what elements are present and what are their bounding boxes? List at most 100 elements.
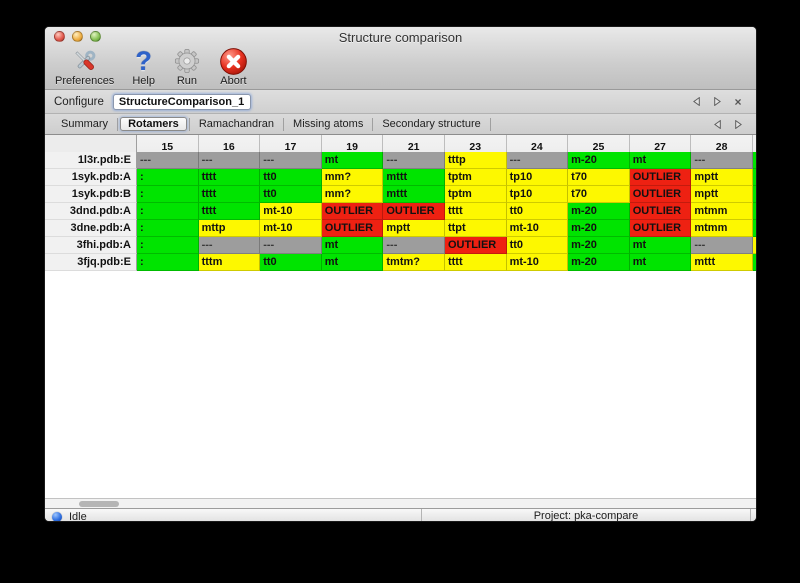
rotamer-cell[interactable]: OUTLIER [321, 203, 384, 220]
rotamer-cell[interactable]: --- [198, 152, 261, 169]
rotamer-cell[interactable]: mttt [691, 254, 753, 271]
zoom-button[interactable] [90, 31, 101, 42]
residue-number: 17 [284, 140, 297, 153]
rotamer-cell[interactable]: : [137, 169, 199, 186]
minimize-button[interactable] [72, 31, 83, 42]
rotamer-cell[interactable]: mt-10 [260, 203, 322, 220]
rotamer-cell[interactable]: mt [629, 152, 692, 169]
rotamer-cell[interactable]: mptt [383, 220, 445, 237]
rotamer-cell[interactable]: mt-10 [260, 220, 322, 237]
rotamer-cell[interactable]: m-20 [568, 152, 630, 169]
rotamer-cell-overflow[interactable]: t [752, 237, 756, 254]
close-button[interactable] [54, 31, 65, 42]
rotamer-cell[interactable]: tttt [444, 254, 507, 271]
rotamer-cell[interactable]: tt0 [260, 254, 322, 271]
rotamer-cell[interactable]: tttm [198, 254, 261, 271]
rotamer-cell[interactable]: mttt [383, 169, 445, 186]
rotamer-cell-overflow[interactable]: m [752, 186, 756, 203]
rotamer-cell[interactable]: OUTLIER [629, 186, 692, 203]
tab-rotamers[interactable]: Rotamers [120, 117, 187, 131]
rotamer-cell[interactable]: mptt [691, 186, 753, 203]
rotamer-cell[interactable]: --- [506, 152, 569, 169]
rotamer-cell[interactable]: mttp [198, 220, 261, 237]
rotamer-cell[interactable]: m-20 [568, 254, 630, 271]
configure-name-input[interactable] [112, 93, 251, 110]
rotamer-cell[interactable]: tttt [444, 203, 507, 220]
rotamer-cell[interactable]: tt0 [506, 203, 569, 220]
rotamer-cell[interactable]: OUTLIER [444, 237, 507, 254]
rotamer-cell[interactable]: mtmm [691, 220, 753, 237]
rotamer-cell[interactable]: tt0 [506, 237, 569, 254]
rotamer-cell[interactable]: t70 [568, 186, 630, 203]
toolbar-abort-button[interactable]: Abort [219, 46, 248, 87]
rotamer-cell[interactable]: mt [321, 152, 384, 169]
configure-close-icon[interactable]: × [734, 94, 742, 109]
rotamer-cell[interactable]: --- [691, 237, 753, 254]
rotamer-cell[interactable]: mt [629, 254, 692, 271]
rotamer-cell[interactable]: : [137, 203, 199, 220]
rotamer-cell[interactable]: mt-10 [506, 220, 569, 237]
rotamer-cell[interactable]: mtmm [691, 203, 753, 220]
rotamer-cell[interactable]: --- [383, 152, 445, 169]
rotamer-cell[interactable]: --- [691, 152, 753, 169]
rotamer-cell[interactable]: --- [383, 237, 445, 254]
rotamer-cell-overflow[interactable]: m [752, 169, 756, 186]
rotamer-cell[interactable]: tp10 [506, 186, 569, 203]
rotamer-cell[interactable]: tttp [444, 152, 507, 169]
rotamer-cell[interactable]: mt [321, 254, 384, 271]
rotamer-cell[interactable]: mm? [321, 186, 384, 203]
tab-summary[interactable]: Summary [61, 118, 109, 130]
rotamer-cell-overflow[interactable]: m [752, 254, 756, 271]
rotamer-cell[interactable]: : [137, 254, 199, 271]
toolbar-run-button[interactable]: Run [173, 46, 201, 87]
rotamer-cell-overflow[interactable]: m [752, 220, 756, 237]
rotamer-cell[interactable]: --- [137, 152, 199, 169]
rotamer-cell[interactable]: m-20 [568, 203, 630, 220]
rotamer-cell[interactable]: tttt [198, 203, 261, 220]
rotamer-cell[interactable]: mt-10 [506, 254, 569, 271]
rotamer-cell[interactable]: ttpt [444, 220, 507, 237]
configure-prev-icon[interactable] [691, 96, 701, 107]
tab-secondary-structure[interactable]: Secondary structure [382, 118, 481, 130]
rotamer-cell[interactable]: : [137, 186, 199, 203]
rotamer-cell[interactable]: m-20 [568, 220, 630, 237]
rotamer-cell[interactable]: : [137, 220, 199, 237]
resize-grip[interactable] [751, 509, 756, 521]
rotamer-cell[interactable]: --- [260, 152, 322, 169]
rotamer-cell[interactable]: --- [260, 237, 322, 254]
rotamer-cell[interactable]: tttt [198, 186, 261, 203]
tab-missing-atoms[interactable]: Missing atoms [293, 118, 364, 130]
rotamer-cell[interactable]: t70 [568, 169, 630, 186]
rotamer-cell[interactable]: mttt [383, 186, 445, 203]
rotamer-cell[interactable]: tmtm? [383, 254, 445, 271]
rotamer-cell[interactable]: OUTLIER [383, 203, 445, 220]
rotamer-cell[interactable]: m-20 [568, 237, 630, 254]
rotamer-cell[interactable]: OUTLIER [629, 220, 692, 237]
rotamer-cell[interactable]: OUTLIER [629, 203, 692, 220]
tabs-prev-icon[interactable] [712, 119, 722, 130]
rotamer-cell[interactable]: OUTLIER [629, 169, 692, 186]
rotamer-cell[interactable]: mt [629, 237, 692, 254]
rotamer-cell-overflow[interactable]: m [752, 152, 756, 169]
rotamer-cell[interactable]: tptm [444, 169, 507, 186]
toolbar-abort-label: Abort [220, 75, 247, 87]
toolbar-preferences-button[interactable]: Preferences [55, 46, 114, 87]
rotamer-cell[interactable]: mt [321, 237, 384, 254]
toolbar-help-button[interactable]: ? Help [132, 46, 155, 87]
rotamer-cell[interactable]: tt0 [260, 169, 322, 186]
tabs-next-icon[interactable] [733, 119, 743, 130]
configure-next-icon[interactable] [712, 96, 722, 107]
rotamer-cell[interactable]: tptm [444, 186, 507, 203]
rotamer-cell[interactable]: tt0 [260, 186, 322, 203]
rotamer-cell[interactable]: tttt [198, 169, 261, 186]
scrollbar-thumb[interactable] [79, 501, 119, 507]
rotamer-cell[interactable]: tp10 [506, 169, 569, 186]
rotamer-cell[interactable]: --- [198, 237, 261, 254]
rotamer-cell[interactable]: OUTLIER [321, 220, 384, 237]
horizontal-scrollbar[interactable] [45, 498, 756, 508]
rotamer-cell[interactable]: mm? [321, 169, 384, 186]
rotamer-cell[interactable]: : [137, 237, 199, 254]
tab-ramachandran[interactable]: Ramachandran [198, 118, 275, 130]
rotamer-cell[interactable]: mptt [691, 169, 753, 186]
rotamer-cell-overflow[interactable]: m [752, 203, 756, 220]
